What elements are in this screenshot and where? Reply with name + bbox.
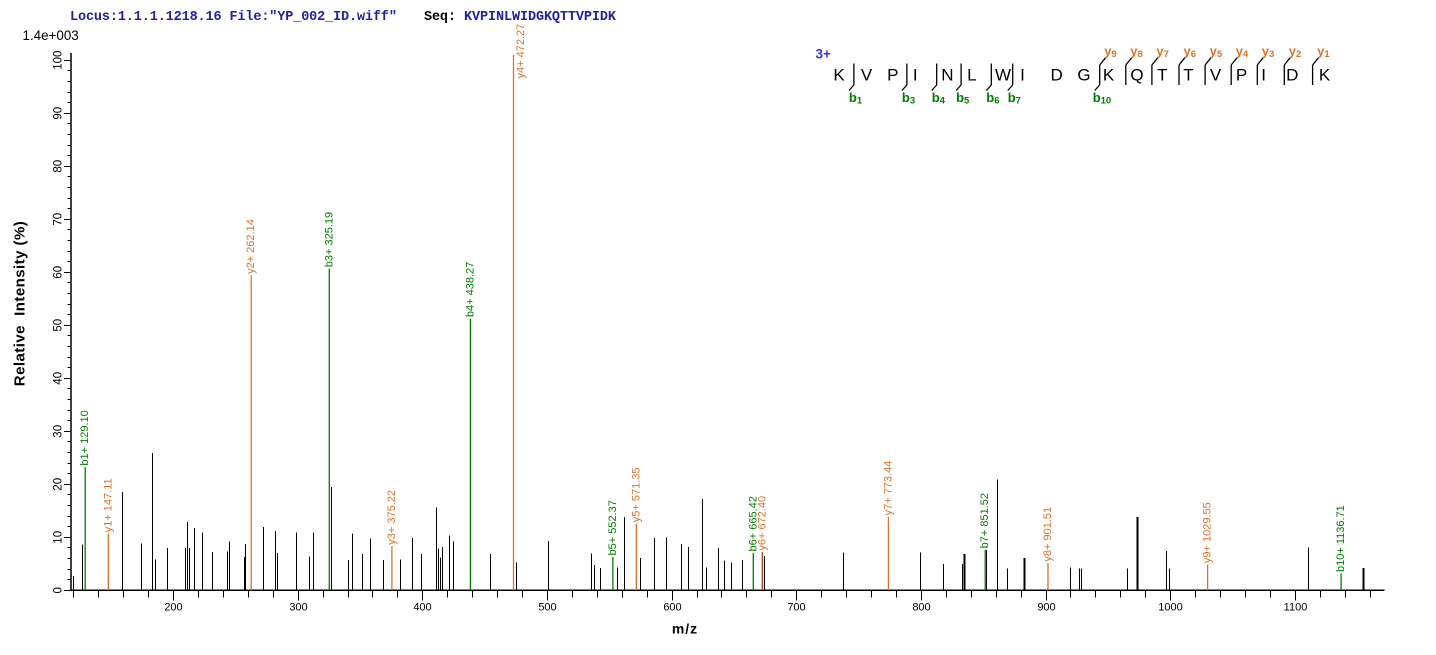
svg-text:b5+ 552.37: b5+ 552.37 [607, 500, 619, 555]
svg-text:I: I [1020, 65, 1025, 84]
svg-text:V: V [1210, 65, 1222, 84]
svg-text:Seq:: Seq: [424, 10, 456, 25]
svg-text:y2+ 262.14: y2+ 262.14 [245, 219, 257, 274]
svg-text:3+: 3+ [816, 47, 832, 62]
svg-text:300: 300 [289, 602, 307, 614]
svg-text:600: 600 [663, 602, 681, 614]
svg-text:b3+ 325.19: b3+ 325.19 [323, 212, 335, 267]
svg-text:0: 0 [53, 587, 65, 593]
svg-text:400: 400 [413, 602, 431, 614]
svg-text:1100: 1100 [1284, 602, 1308, 614]
svg-text:b7+ 851.52: b7+ 851.52 [979, 493, 991, 548]
svg-text:900: 900 [1037, 602, 1055, 614]
svg-text:D: D [1286, 65, 1298, 84]
svg-text:L: L [967, 65, 976, 84]
svg-text:90: 90 [53, 107, 65, 120]
svg-text:20: 20 [53, 478, 65, 491]
svg-text:1.4e+003: 1.4e+003 [23, 28, 79, 43]
svg-text:y6+ 672.40: y6+ 672.40 [756, 496, 768, 551]
svg-text:K: K [1319, 65, 1331, 84]
svg-text:V: V [861, 65, 873, 84]
svg-text:70: 70 [53, 213, 65, 226]
svg-text:y1+ 147.11: y1+ 147.11 [102, 478, 114, 532]
svg-text:T: T [1157, 65, 1167, 84]
svg-text:I: I [1261, 65, 1266, 84]
svg-text:Locus:1.1.1.1218.16 File:"YP_0: Locus:1.1.1.1218.16 File:"YP_002_ID.wiff… [70, 10, 397, 25]
svg-text:80: 80 [53, 160, 65, 173]
svg-text:700: 700 [787, 602, 805, 614]
svg-text:N: N [941, 65, 953, 84]
svg-text:60: 60 [53, 266, 65, 279]
svg-text:K: K [1103, 65, 1115, 84]
svg-text:800: 800 [912, 602, 930, 614]
svg-text:Q: Q [1130, 65, 1143, 84]
svg-text:200: 200 [164, 602, 182, 614]
svg-text:Relative Intensity (%): Relative Intensity (%) [12, 221, 29, 386]
svg-text:b6+ 665.42: b6+ 665.42 [747, 496, 759, 551]
svg-text:D: D [1050, 65, 1062, 84]
svg-text:I: I [913, 65, 918, 84]
svg-text:y5+ 571.35: y5+ 571.35 [630, 467, 642, 522]
svg-text:m/z: m/z [672, 621, 698, 637]
svg-text:40: 40 [53, 372, 65, 385]
svg-text:W: W [995, 65, 1011, 84]
svg-text:y7+ 773.44: y7+ 773.44 [882, 461, 894, 516]
svg-text:100: 100 [53, 51, 65, 70]
svg-text:b1+ 129.10: b1+ 129.10 [79, 410, 91, 465]
svg-text:y9+ 1029.55: y9+ 1029.55 [1202, 502, 1214, 563]
svg-text:30: 30 [53, 425, 65, 438]
svg-text:P: P [887, 65, 898, 84]
svg-text:KVPINLWIDGKQTTVPIDK: KVPINLWIDGKQTTVPIDK [464, 10, 617, 25]
svg-text:1000: 1000 [1158, 602, 1182, 614]
svg-text:10: 10 [53, 531, 65, 544]
svg-text:y4+ 472.27: y4+ 472.27 [515, 24, 527, 79]
svg-text:b4+ 438.27: b4+ 438.27 [464, 262, 476, 317]
svg-text:P: P [1236, 65, 1247, 84]
svg-text:y3+ 375.22: y3+ 375.22 [386, 490, 398, 545]
svg-text:b10+ 1136.71: b10+ 1136.71 [1335, 505, 1347, 572]
svg-text:500: 500 [538, 602, 556, 614]
svg-text:G: G [1077, 65, 1090, 84]
svg-text:K: K [833, 65, 845, 84]
svg-text:T: T [1183, 65, 1193, 84]
svg-text:50: 50 [53, 319, 65, 332]
svg-text:y8+ 901.51: y8+ 901.51 [1042, 507, 1054, 562]
